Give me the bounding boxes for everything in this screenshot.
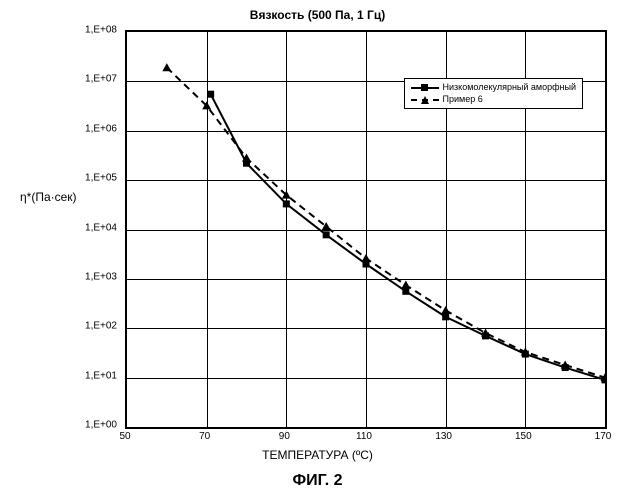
chart-container: Вязкость (500 Па, 1 Гц) η*(Па·сек) Низко… bbox=[0, 0, 635, 500]
legend-item-0: Низкомолекулярный аморфный bbox=[411, 82, 576, 94]
x-tick-label: 50 bbox=[119, 431, 130, 442]
grid-line-v bbox=[366, 32, 367, 427]
y-tick-label: 1,E+01 bbox=[67, 370, 117, 381]
x-tick-label: 170 bbox=[595, 431, 612, 442]
legend: Низкомолекулярный аморфный Пример 6 bbox=[404, 78, 583, 109]
y-axis-title: η*(Па·сек) bbox=[20, 190, 77, 204]
y-tick-label: 1,E+04 bbox=[67, 222, 117, 233]
x-tick-label: 150 bbox=[515, 431, 532, 442]
x-tick-label: 70 bbox=[199, 431, 210, 442]
y-tick-label: 1,E+00 bbox=[67, 420, 117, 431]
data-point bbox=[162, 63, 171, 71]
y-tick-label: 1,E+08 bbox=[67, 25, 117, 36]
y-tick-label: 1,E+03 bbox=[67, 271, 117, 282]
legend-label-1: Пример 6 bbox=[443, 94, 483, 106]
data-point bbox=[323, 231, 330, 238]
grid-line-v bbox=[207, 32, 208, 427]
data-point bbox=[402, 288, 409, 295]
grid-line-v bbox=[286, 32, 287, 427]
x-tick-label: 110 bbox=[356, 431, 372, 442]
figure-label: ФИГ. 2 bbox=[292, 472, 342, 490]
y-tick-label: 1,E+02 bbox=[67, 321, 117, 332]
x-tick-label: 90 bbox=[279, 431, 290, 442]
y-tick-label: 1,E+07 bbox=[67, 74, 117, 85]
legend-label-0: Низкомолекулярный аморфный bbox=[443, 82, 576, 94]
square-icon bbox=[421, 84, 428, 91]
data-point bbox=[401, 281, 410, 289]
x-tick-label: 130 bbox=[435, 431, 452, 442]
data-point bbox=[207, 91, 214, 98]
series-line bbox=[167, 68, 605, 378]
x-axis-title: ТЕМПЕРАТУРА (ºC) bbox=[262, 448, 373, 462]
series-line bbox=[211, 94, 605, 380]
y-tick-label: 1,E+06 bbox=[67, 123, 117, 134]
triangle-icon bbox=[421, 96, 429, 104]
chart-title: Вязкость (500 Па, 1 Гц) bbox=[250, 8, 385, 22]
legend-item-1: Пример 6 bbox=[411, 94, 576, 106]
y-tick-label: 1,E+05 bbox=[67, 173, 117, 184]
